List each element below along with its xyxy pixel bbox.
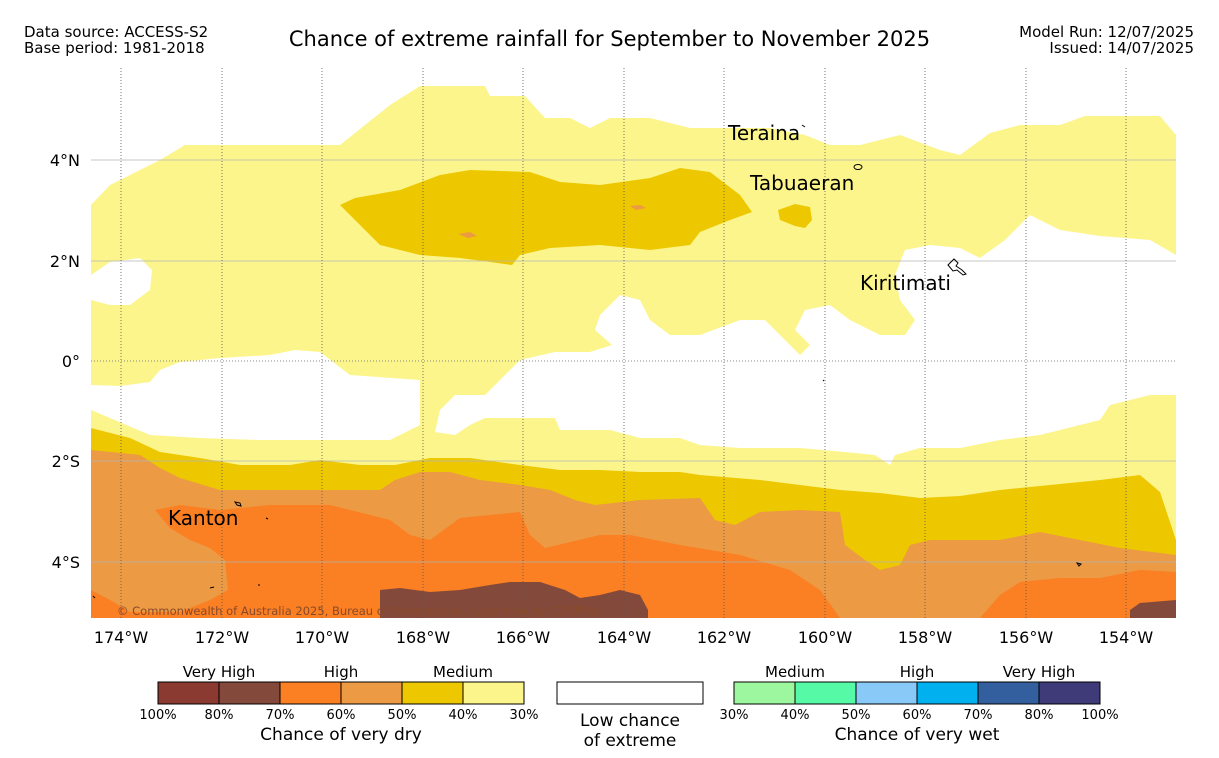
legend-dry-tick: 80% — [205, 708, 234, 723]
legend-dry-tick: 30% — [510, 708, 539, 723]
legend-wet: Medium High Very High 30% 40% 50% 60% 70… — [720, 663, 1119, 745]
legend-wet-tick: 50% — [842, 708, 871, 723]
kiritimati-island — [947, 258, 967, 276]
small-island-2 — [92, 595, 96, 599]
lon-label: 170°W — [295, 628, 350, 647]
legend-dry-swatch — [279, 681, 342, 705]
issued-text: Issued: 14/07/2025 — [1049, 39, 1194, 57]
legend-low-swatch — [556, 681, 704, 705]
lat-label: 4°N — [50, 151, 80, 170]
dry-veryhigh-southeast-patch — [1130, 600, 1176, 618]
legend-wet-tick: 70% — [964, 708, 993, 723]
longitude-labels: 174°W 172°W 170°W 168°W 166°W 164°W 162°… — [94, 628, 1154, 647]
legend-wet-swatch — [1038, 681, 1101, 705]
lat-label: 2°S — [52, 452, 80, 471]
lat-label: 0° — [62, 352, 80, 371]
map-title: Chance of extreme rainfall for September… — [288, 27, 931, 51]
lon-label: 168°W — [396, 628, 451, 647]
lon-label: 156°W — [999, 628, 1054, 647]
small-island-3 — [822, 379, 825, 382]
low-chance-patch-far-east — [1168, 305, 1176, 325]
lat-label: 4°S — [52, 553, 80, 572]
lon-label: 164°W — [597, 628, 652, 647]
legend-dry-group-label: Very High — [183, 663, 256, 681]
place-label-teraina: Teraina — [727, 121, 800, 145]
lon-label: 162°W — [697, 628, 752, 647]
legend-low-chance: Low chance of extreme — [556, 681, 704, 751]
lat-label: 2°N — [50, 252, 80, 271]
model-run-info: Model Run: 12/07/2025 Issued: 14/07/2025 — [1019, 24, 1194, 56]
copyright-notice: © Commonwealth of Australia 2025, Bureau… — [117, 604, 601, 618]
data-source-info: Data source: ACCESS-S2 Base period: 1981… — [24, 24, 208, 56]
teraina-island — [801, 124, 806, 128]
legend-dry-tick: 50% — [388, 708, 417, 723]
legend-wet-swatch — [916, 681, 979, 705]
legend-wet-tick: 60% — [903, 708, 932, 723]
small-island-4 — [1075, 562, 1082, 567]
kanton-island — [233, 501, 242, 507]
dry-veryhigh-south-patch — [380, 582, 648, 618]
legend-dry-tick: 100% — [139, 708, 176, 723]
latitude-labels: 4°N 2°N 0° 2°S 4°S — [50, 151, 80, 572]
legend-wet-caption: Chance of very wet — [835, 725, 1000, 745]
dry-high-spot-2 — [630, 205, 646, 210]
legend-wet-swatch — [794, 681, 857, 705]
map-layers — [91, 68, 1176, 618]
legend-wet-tick: 80% — [1025, 708, 1054, 723]
legend-dry-swatch — [157, 681, 220, 705]
dry-high-spot-1 — [458, 232, 477, 238]
lon-label: 172°W — [195, 628, 250, 647]
enderbury-island — [265, 517, 269, 520]
legend-dry-group-label: Medium — [433, 663, 493, 681]
legend-wet-tick: 40% — [781, 708, 810, 723]
lon-label: 174°W — [94, 628, 149, 647]
dry-high-south-core — [91, 505, 1176, 618]
legend-dry-swatch — [401, 681, 464, 705]
lon-label: 158°W — [898, 628, 953, 647]
legend-dry-group-label: High — [324, 663, 358, 681]
island-outlines — [92, 124, 1082, 599]
legend-low-caption-line2: of extreme — [584, 731, 677, 751]
legend-wet-tick: 30% — [720, 708, 749, 723]
model-run-text: Model Run: 12/07/2025 — [1019, 23, 1194, 41]
data-source-text: Data source: ACCESS-S2 — [24, 23, 209, 41]
low-chance-patch-west — [91, 258, 152, 305]
legend-low-caption-line1: Low chance — [580, 711, 680, 731]
legend-dry-caption: Chance of very dry — [260, 725, 422, 745]
legend-dry-tick: 60% — [327, 708, 356, 723]
lon-label: 154°W — [1099, 628, 1154, 647]
base-period-text: Base period: 1981-2018 — [24, 39, 205, 57]
lon-label: 166°W — [496, 628, 551, 647]
legend-wet-group-label: Medium — [765, 663, 825, 681]
legend-wet-swatch — [977, 681, 1040, 705]
legend-dry-tick: 40% — [449, 708, 478, 723]
legend-dry-tick: 70% — [266, 708, 295, 723]
legend-wet-swatch — [733, 681, 796, 705]
place-label-kanton: Kanton — [168, 506, 238, 530]
tabuaeran-island — [853, 164, 863, 170]
low-chance-patch-east — [955, 318, 975, 326]
lon-label: 160°W — [798, 628, 853, 647]
legend-wet-tick: 100% — [1081, 708, 1118, 723]
legend-dry-swatch — [462, 681, 525, 705]
legend-wet-swatches — [733, 681, 1101, 705]
legend-dry-swatch — [218, 681, 281, 705]
birnie-island — [209, 586, 215, 589]
legend-wet-group-label: Very High — [1003, 663, 1076, 681]
place-label-tabuaeran: Tabuaeran — [749, 171, 854, 195]
dry-medium-north-patch — [778, 204, 812, 228]
legend-dry: Very High High Medium 100% 80% 70% 60% 5… — [139, 663, 538, 745]
legend-wet-swatch — [855, 681, 918, 705]
legend-wet-group-label: High — [900, 663, 934, 681]
legend-dry-swatch — [340, 681, 403, 705]
dry-medium-north-core — [340, 168, 752, 265]
legend-dry-swatches — [157, 681, 525, 705]
place-label-kiritimati: Kiritimati — [860, 271, 951, 295]
latitude-gridlines — [91, 159, 1176, 563]
